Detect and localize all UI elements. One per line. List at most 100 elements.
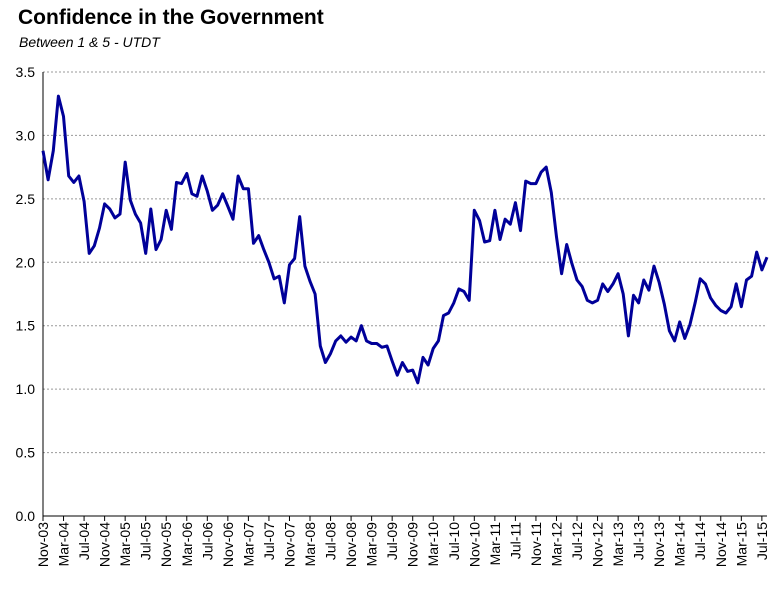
- data-point: [185, 172, 188, 175]
- data-point: [673, 339, 676, 342]
- data-point: [647, 289, 650, 292]
- data-point: [319, 345, 322, 348]
- data-point: [350, 336, 353, 339]
- data-point: [298, 215, 301, 218]
- x-tick-label: Jul-08: [323, 522, 339, 560]
- data-point: [545, 166, 548, 169]
- data-point: [231, 218, 234, 221]
- data-point: [98, 227, 101, 230]
- data-point: [201, 175, 204, 178]
- data-point: [570, 262, 573, 265]
- x-tick-label: Nov-14: [713, 522, 729, 567]
- data-point: [62, 115, 65, 118]
- data-point: [632, 294, 635, 297]
- data-point: [488, 239, 491, 242]
- data-point: [678, 320, 681, 323]
- data-point: [52, 149, 55, 152]
- data-point: [493, 209, 496, 212]
- data-point: [755, 251, 758, 254]
- data-point: [257, 234, 260, 237]
- data-point: [534, 182, 537, 185]
- data-point: [509, 223, 512, 226]
- x-tick-label: Nov-09: [405, 522, 421, 567]
- data-point: [524, 180, 527, 183]
- x-tick-label: Nov-06: [220, 522, 236, 567]
- data-point: [149, 208, 152, 211]
- data-point: [596, 299, 599, 302]
- data-point: [334, 339, 337, 342]
- data-point: [498, 238, 501, 241]
- x-tick-label: Mar-14: [672, 522, 688, 567]
- x-tick-label: Mar-04: [56, 522, 72, 567]
- data-point: [401, 361, 404, 364]
- data-point: [273, 277, 276, 280]
- data-point: [216, 204, 219, 207]
- y-tick-label: 1.0: [16, 381, 36, 397]
- x-tick-label: Mar-06: [179, 522, 195, 567]
- x-tick-label: Mar-07: [240, 522, 256, 567]
- data-point: [375, 342, 378, 345]
- data-point: [766, 256, 769, 259]
- data-point: [190, 192, 193, 195]
- data-point: [622, 293, 625, 296]
- data-point: [288, 263, 291, 266]
- data-point: [473, 209, 476, 212]
- data-point: [144, 252, 147, 255]
- data-point: [714, 304, 717, 307]
- data-point: [514, 201, 517, 204]
- data-point: [113, 216, 116, 219]
- x-tick-label: Nov-07: [281, 522, 297, 567]
- data-point: [683, 337, 686, 340]
- data-point: [83, 200, 86, 203]
- data-point: [134, 213, 137, 216]
- x-tick-label: Jul-10: [446, 522, 462, 560]
- data-point: [365, 339, 368, 342]
- y-tick-label: 3.5: [16, 64, 36, 80]
- data-point: [416, 381, 419, 384]
- data-point: [355, 339, 358, 342]
- data-point: [642, 279, 645, 282]
- data-point: [427, 364, 430, 367]
- data-point: [447, 312, 450, 315]
- data-point: [709, 296, 712, 299]
- data-point: [555, 235, 558, 238]
- data-point: [139, 221, 142, 224]
- data-point: [668, 329, 671, 332]
- data-point: [658, 281, 661, 284]
- chart-title: Confidence in the Government: [18, 6, 324, 29]
- data-point: [663, 303, 666, 306]
- data-point: [344, 341, 347, 344]
- data-point: [47, 178, 50, 181]
- series-line: [41, 94, 769, 385]
- data-point: [468, 299, 471, 302]
- data-point: [396, 374, 399, 377]
- y-tick-label: 0.5: [16, 445, 36, 461]
- x-tick-label: Jul-09: [384, 522, 400, 560]
- x-tick-label: Nov-11: [528, 522, 544, 566]
- x-tick-label: Jul-11: [507, 522, 523, 559]
- x-tick-label: Mar-09: [364, 522, 380, 567]
- data-point: [606, 290, 609, 293]
- data-point: [565, 243, 568, 246]
- data-point: [180, 182, 183, 185]
- data-point: [170, 228, 173, 231]
- data-point: [57, 95, 60, 98]
- data-point: [724, 312, 727, 315]
- data-point: [735, 282, 738, 285]
- data-point: [370, 342, 373, 345]
- x-tick-label: Jul-07: [261, 522, 277, 560]
- data-point: [278, 275, 281, 278]
- data-point: [699, 277, 702, 280]
- data-point: [237, 175, 240, 178]
- x-tick-label: Jul-15: [754, 522, 770, 560]
- data-point: [442, 314, 445, 317]
- data-point: [627, 334, 630, 337]
- data-point: [591, 301, 594, 304]
- data-point: [262, 248, 265, 251]
- x-tick-label: Nov-12: [590, 522, 606, 567]
- data-point: [421, 356, 424, 359]
- data-point: [688, 323, 691, 326]
- data-point: [380, 346, 383, 349]
- data-point: [529, 182, 532, 185]
